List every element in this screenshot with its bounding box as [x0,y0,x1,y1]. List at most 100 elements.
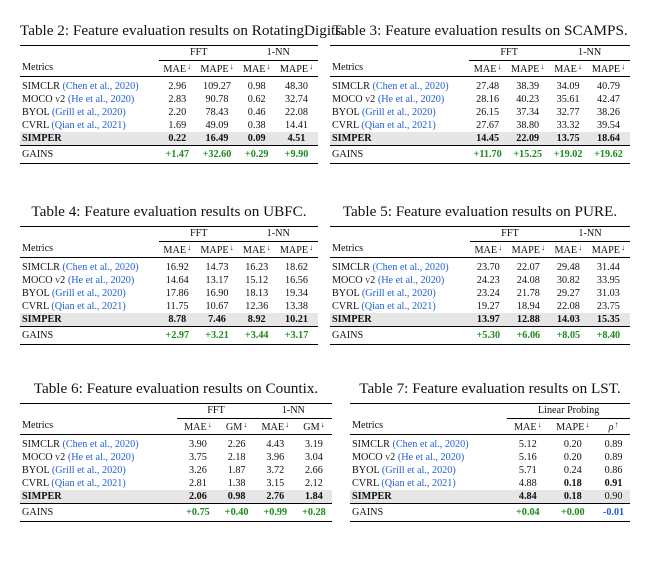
table-row: CVRL (Qian et al., 2021) 2.81 1.38 3.15 2.12 [20,477,332,490]
table-row: BYOL (Grill et al., 2020) 26.15 37.34 32.77… [330,106,630,119]
citation-link[interactable]: (Grill et al., 2020) [381,464,456,476]
citation-link[interactable]: (Chen et al., 2020) [62,438,139,450]
citation-link[interactable]: (Grill et al., 2020) [361,106,436,118]
citation-link[interactable]: (He et al., 2020) [377,274,445,286]
table-cell: CVRL (Qian et al., 2021) [20,300,159,313]
table-row: MOCO v2 (He et al., 2020) 24.23 24.08 30.82… [330,274,630,287]
table-cell: +0.40 [224,506,249,518]
citation-link[interactable]: (Qian et al., 2021) [381,477,456,489]
table-cell: 15.12 [245,274,269,286]
table-cell: 8.92 [247,313,266,325]
citation-link[interactable]: (Chen et al., 2020) [62,261,139,273]
citation-link[interactable]: (Grill et al., 2020) [361,287,436,299]
table-cell: 23.70 [476,261,500,273]
table-cell: 24.08 [516,274,540,286]
group-header: 1-NN [238,45,318,61]
table-cell: 0.09 [247,132,266,144]
direction-arrow: ↓ [320,420,325,429]
citation-link[interactable]: (Grill et al., 2020) [51,464,126,476]
table-cell: 39.54 [597,119,620,131]
table-cell: 0.46 [247,106,266,118]
table-row: BYOL (Grill et al., 2020) 17.86 16.90 18.13… [20,287,318,300]
table-cell: 2.18 [227,451,246,463]
table-cell: +32.60 [202,148,232,160]
table-cell: 16.49 [205,132,229,144]
table-cell: 0.24 [563,464,582,476]
header-row: FFT 1-NN [20,45,318,61]
citation-link[interactable]: (He et al., 2020) [67,451,135,463]
table-cell: 14.73 [205,261,229,273]
direction-arrow: ↓ [285,420,290,429]
table-cell: BYOL (Grill et al., 2020) [350,464,507,477]
table-row: CVRL (Qian et al., 2021) 1.69 49.09 0.38 14.… [20,119,318,132]
table-cell: CVRL (Qian et al., 2021) [330,300,470,313]
table-row: MOCO v2 (He et al., 2020) 3.75 2.18 3.96 3.0… [20,451,332,464]
cell-text: CVRL [332,119,359,131]
table-row-highlighted: SIMPER 2.06 0.98 2.76 1.84 [20,490,332,504]
cell-text: BYOL [332,106,360,118]
citation-link[interactable]: (Chen et al., 2020) [62,80,139,92]
table-cell: 2.20 [168,106,187,118]
cell-text: MAPE [200,245,229,256]
direction-arrow: ↓ [578,243,583,252]
table-cell: MOCO v2 (He et al., 2020) [20,451,177,464]
cell-text: SIMCLR [352,438,390,450]
table-cell: +2.97 [165,329,190,341]
table-7-grid: Linear Probing Metrics MAE↓ MAPE↓ ρ↑ SIM… [350,403,630,522]
table-cell: 27.48 [476,80,500,92]
table-row: BYOL (Grill et al., 2020) 2.20 78.43 0.46 22… [20,106,318,119]
direction-arrow: ↓ [187,243,192,252]
table-cell: 13.75 [556,132,580,144]
metrics-header: Metrics [22,62,54,74]
citation-link[interactable]: (Chen et al., 2020) [372,80,449,92]
citation-link[interactable]: (Grill et al., 2020) [51,287,126,299]
citation-link[interactable]: (Grill et al., 2020) [51,106,126,118]
table-cell: 5.71 [518,464,537,476]
cell-text: SIMPER [352,490,392,502]
table-cell: 18.94 [516,300,540,312]
table-cell: 24.23 [476,274,500,286]
table-cell: 42.47 [597,93,620,105]
direction-arrow: ↓ [621,243,625,252]
column-header: MAE↓ [255,419,296,435]
citation-link[interactable]: (Qian et al., 2021) [361,119,436,131]
table-row: CVRL (Qian et al., 2021) 4.88 0.18 0.91 [350,477,630,490]
table-row: SIMCLR (Chen et al., 2020) 27.48 38.39 34.0… [330,77,630,94]
table-cell: 90.78 [205,93,229,105]
citation-link[interactable]: (He et al., 2020) [67,274,135,286]
column-header: MAE↓ [469,61,506,77]
table-cell: 13.17 [205,274,229,286]
metrics-header: Metrics [22,420,54,432]
citation-link[interactable]: (Qian et al., 2021) [51,477,126,489]
table-cell: 18.62 [285,261,308,273]
table-cell: 38.26 [597,106,620,118]
table-cell: 13.38 [285,300,308,312]
citation-link[interactable]: (He et al., 2020) [67,93,135,105]
cell-text: GM [303,422,320,433]
table-cell: GAINS [332,329,364,341]
table-cell: 11.75 [165,300,189,312]
table-cell: 2.26 [227,438,246,450]
table-cell: 12.36 [245,300,269,312]
table-3-grid: FFT 1-NN Metrics MAE↓ MAPE↓ MAE↓ MAPE↓ SI… [330,45,630,164]
table-cell: SIMPER [20,313,159,327]
column-header: MAPE↓ [195,242,238,258]
group-header: FFT [469,45,550,61]
cell-text: SIMPER [22,313,62,325]
citation-link[interactable]: (Chen et al., 2020) [392,438,469,450]
citation-link[interactable]: (Qian et al., 2021) [51,119,126,131]
cell-text: SIMCLR [22,80,60,92]
header-row: Metrics MAE↓ GM↓ MAE↓ GM↓ [20,419,332,435]
citation-link[interactable]: (Qian et al., 2021) [361,300,436,312]
table-cell: CVRL (Qian et al., 2021) [20,477,177,490]
table-cell: CVRL (Qian et al., 2021) [20,119,159,132]
direction-arrow: ↓ [577,62,582,71]
table-cell: MOCO v2 (He et al., 2020) [20,274,159,287]
citation-link[interactable]: (He et al., 2020) [377,93,445,105]
column-header: MAPE↓ [506,61,549,77]
citation-link[interactable]: (He et al., 2020) [397,451,465,463]
table-cell: 3.19 [305,438,323,450]
citation-link[interactable]: (Chen et al., 2020) [372,261,449,273]
table-2: Table 2: Feature evaluation results on R… [20,22,345,164]
citation-link[interactable]: (Qian et al., 2021) [51,300,126,312]
